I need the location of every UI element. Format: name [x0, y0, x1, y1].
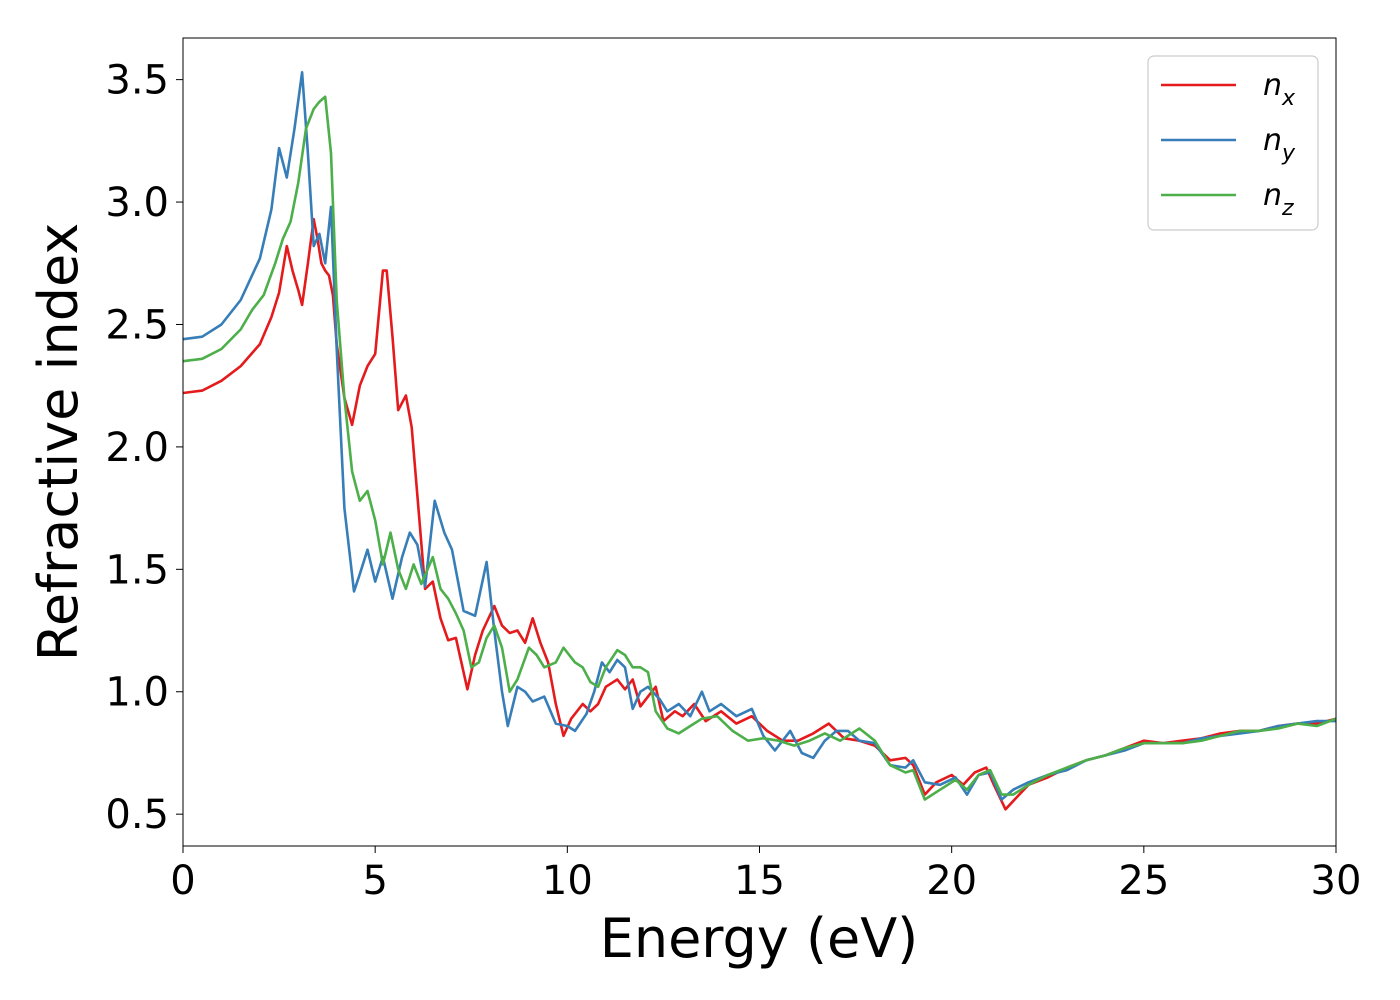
legend: nx ny nz [1147, 55, 1319, 231]
y-tick-label: 3.5 [105, 58, 169, 104]
y-tick-label: 3.0 [105, 180, 169, 226]
legend-label-y: ny [1263, 123, 1296, 166]
x-tick-label: 30 [1311, 858, 1362, 904]
legend-label-z: nz [1263, 178, 1294, 221]
plot-lines [183, 71, 1336, 811]
y-tick-label: 0.5 [105, 792, 169, 838]
series-line-y [183, 71, 1336, 801]
legend-box [1147, 55, 1319, 231]
x-tick-label: 15 [734, 858, 785, 904]
x-tick-label: 0 [170, 858, 195, 904]
y-axis: 0.5 1.0 1.5 2.0 2.5 3.0 3.5 [105, 58, 183, 838]
x-axis: 0 5 10 15 20 25 30 [170, 846, 1361, 904]
x-tick-label: 20 [926, 858, 977, 904]
y-tick-label: 2.0 [105, 425, 169, 471]
y-tick-label: 2.5 [105, 302, 169, 348]
x-axis-title: Energy (eV) [600, 907, 919, 970]
x-tick-label: 25 [1118, 858, 1169, 904]
x-tick-label: 10 [542, 858, 593, 904]
series-line-z [183, 95, 1336, 801]
x-tick-label: 5 [362, 858, 387, 904]
y-tick-label: 1.0 [105, 670, 169, 716]
series-line-x [183, 217, 1336, 811]
y-axis-title: Refractive index [27, 223, 90, 662]
y-tick-label: 1.5 [105, 547, 169, 593]
legend-label-x: nx [1263, 68, 1296, 111]
